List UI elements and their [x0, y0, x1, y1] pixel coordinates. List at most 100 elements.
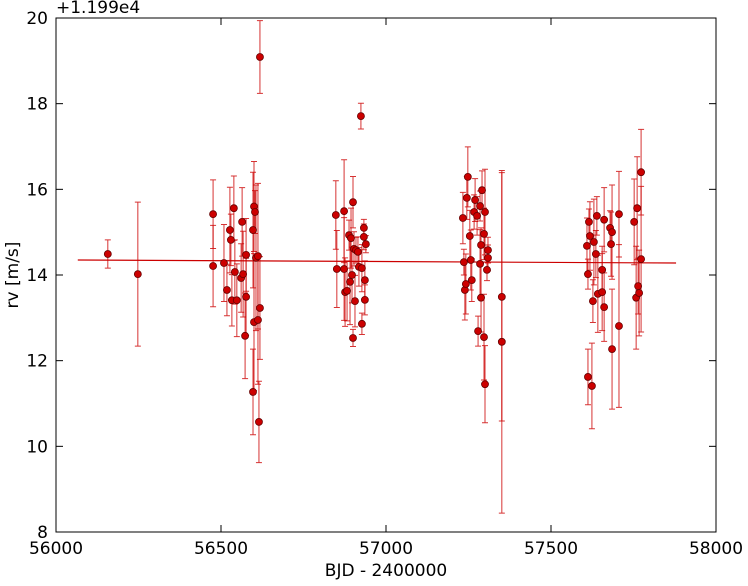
data-point	[465, 232, 474, 240]
data-point	[478, 186, 486, 195]
data-point	[239, 270, 248, 279]
data-point	[483, 265, 491, 274]
data-point	[361, 240, 370, 249]
data-point	[480, 333, 488, 342]
plot-frame	[55, 17, 717, 533]
data-point	[360, 295, 369, 304]
data-point	[589, 297, 597, 306]
y-tick-label: 18	[26, 95, 48, 115]
data-point	[230, 268, 239, 276]
data-point	[357, 112, 365, 120]
x-tick-label: 57000	[359, 539, 413, 559]
data-point	[238, 217, 247, 226]
data-point	[359, 232, 368, 241]
data-point	[348, 271, 356, 279]
data-point	[615, 210, 623, 219]
data-point	[600, 303, 609, 312]
data-point	[133, 270, 142, 279]
data-point	[497, 292, 506, 301]
data-point	[608, 345, 616, 354]
data-point	[358, 319, 366, 328]
data-point	[226, 226, 234, 234]
data-point	[220, 259, 228, 267]
data-point	[354, 247, 362, 256]
data-point	[598, 265, 607, 274]
data-point	[474, 327, 482, 336]
x-tick-label: 56500	[194, 539, 248, 559]
data-point	[332, 265, 341, 273]
data-point	[463, 173, 472, 181]
data-point	[637, 255, 645, 264]
data-point	[467, 276, 476, 285]
data-point	[584, 270, 592, 279]
data-point	[635, 289, 644, 297]
data-point	[251, 208, 259, 216]
y-axis-label: rv [m/s]	[3, 242, 23, 309]
data-point	[473, 211, 481, 220]
data-point	[256, 304, 264, 312]
data-point	[471, 196, 480, 204]
data-point	[241, 331, 249, 340]
data-point	[615, 322, 623, 330]
data-point	[254, 316, 262, 324]
data-point	[477, 293, 485, 302]
data-point	[461, 280, 470, 288]
data-point	[347, 234, 355, 243]
x-tick-label: 56000	[29, 539, 83, 559]
x-tick-label: 57500	[524, 539, 578, 559]
data-point	[592, 211, 601, 220]
data-point	[484, 246, 492, 255]
x-axis-label: BJD - 2400000	[325, 561, 447, 581]
data-point	[607, 240, 615, 249]
data-point	[591, 250, 600, 258]
y-tick-label: 20	[26, 9, 48, 29]
data-point	[584, 373, 592, 381]
data-point	[497, 337, 506, 346]
data-point	[583, 241, 591, 250]
data-point	[351, 297, 359, 306]
data-point	[254, 252, 262, 261]
data-point	[588, 382, 596, 390]
data-point	[476, 259, 484, 268]
data-point	[346, 277, 354, 286]
data-point	[598, 288, 607, 297]
data-point	[637, 168, 645, 177]
data-point	[340, 265, 348, 273]
y-tick-label: 10	[26, 437, 48, 457]
data-point	[249, 226, 257, 234]
data-point	[590, 238, 598, 246]
data-point	[103, 250, 112, 258]
y-tick-label: 16	[26, 180, 48, 200]
data-point	[477, 241, 485, 249]
data-point	[209, 210, 217, 219]
data-point	[481, 208, 489, 216]
data-point	[331, 211, 340, 219]
data-point	[256, 53, 264, 61]
data-point	[340, 207, 348, 216]
data-point	[249, 388, 257, 396]
data-point	[600, 215, 609, 224]
data-point	[476, 202, 484, 210]
data-point	[585, 217, 593, 226]
data-point	[634, 282, 643, 291]
data-point	[229, 204, 238, 213]
data-point	[459, 258, 468, 267]
data-point	[466, 256, 475, 264]
data-point	[633, 204, 642, 213]
data-point	[349, 334, 357, 342]
data-point	[223, 286, 231, 294]
data-point	[242, 292, 250, 301]
data-point	[343, 286, 351, 295]
data-point	[458, 214, 467, 222]
data-point	[462, 193, 471, 202]
y-offset-text: +1.199e4	[56, 0, 140, 18]
data-point	[359, 223, 368, 232]
data-point	[480, 229, 488, 238]
y-tick-label: 8	[37, 523, 48, 543]
data-point	[484, 253, 492, 262]
data-point	[209, 262, 217, 270]
fit-line	[77, 259, 677, 264]
data-point	[232, 296, 241, 305]
data-point	[226, 235, 235, 244]
